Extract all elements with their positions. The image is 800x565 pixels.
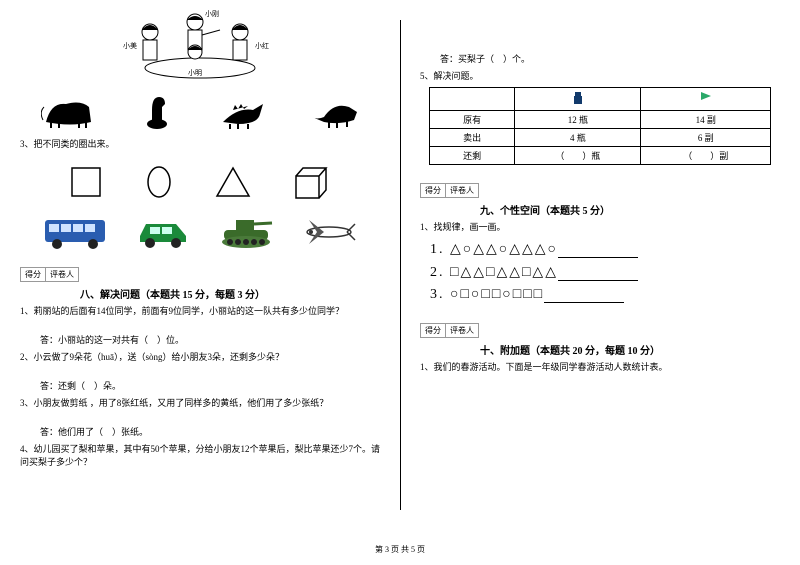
q10-1: 1、我们的春游活动。下面是一年级同学春游活动人数统计表。 <box>420 361 780 375</box>
pattern-1-blank[interactable] <box>558 244 638 258</box>
tbl-r3b: （ ）瓶 <box>515 147 641 165</box>
q8-1-ans: 答：小丽站的这一对共有（ ）位。 <box>40 334 380 348</box>
grader-label: 评卷人 <box>46 268 78 281</box>
bus-icon <box>41 214 111 250</box>
right-column: 答：买梨子（ ）个。 5、解决问题。 原有 12 瓶 14 副 卖出 4 瓶 6 <box>400 0 800 540</box>
cube-icon <box>291 164 331 200</box>
score-box-9: 得分 评卷人 <box>420 183 479 198</box>
section-8-title: 八、解决问题（本题共 15 分，每题 3 分） <box>80 286 380 301</box>
tank-icon <box>216 214 276 250</box>
q3-shapes-row <box>50 162 350 202</box>
section-9-title: 九、个性空间（本题共 5 分） <box>480 202 780 217</box>
tbl-r3c: （ ）副 <box>641 147 771 165</box>
tbl-h2 <box>515 88 641 111</box>
label-xiaoming: 小明 <box>188 68 202 77</box>
label-xiaogang: 小刚 <box>205 10 219 18</box>
q5-title: 5、解决问题。 <box>420 70 780 84</box>
tbl-h3 <box>641 88 771 111</box>
label-xiaomei: 小美 <box>123 41 137 50</box>
q8-2: 2、小云做了9朵花（huā），送（sòng）给小朋友3朵，还剩多少朵？ <box>20 351 380 365</box>
grader-label-9: 评卷人 <box>446 184 478 197</box>
score-label-9: 得分 <box>421 184 446 197</box>
tbl-r2a: 卖出 <box>430 129 515 147</box>
oval-icon <box>142 165 176 199</box>
pattern-3-blank[interactable] <box>544 289 624 303</box>
ink-bottle-icon <box>570 90 586 106</box>
tbl-r1b: 12 瓶 <box>515 111 641 129</box>
pattern-3: 3. ○□○□□○□□□ <box>430 287 780 303</box>
q8-2-ans: 答：还剩（ ）朵。 <box>40 380 380 394</box>
pattern-3-prefix: 3. ○□○□□○□□□ <box>430 287 544 302</box>
dino-2-icon <box>137 92 177 130</box>
pattern-2-blank[interactable] <box>558 267 638 281</box>
pattern-1-prefix: 1. △○△△○△△△○ <box>430 242 558 257</box>
kids-illustration: 小美 小刚 小明 小红 <box>20 10 380 82</box>
q3-title: 3、把不同类的圈出来。 <box>20 138 380 152</box>
car-icon <box>134 214 194 250</box>
q3-vehicles-row <box>30 212 370 252</box>
tbl-r2c: 6 副 <box>641 129 771 147</box>
q8-3-ans: 答：他们用了（ ）张纸。 <box>40 426 380 440</box>
score-label-10: 得分 <box>421 324 446 337</box>
score-box-8: 得分 评卷人 <box>20 267 79 282</box>
square-icon <box>69 165 103 199</box>
dino-4-icon <box>309 92 359 130</box>
q8-3: 3、小朋友做剪纸 ，用了8张红纸，又用了同样多的黄纸，他们用了多少张纸？ <box>20 397 380 411</box>
section-10-title: 十、附加题（本题共 20 分，每题 10 分） <box>480 342 780 357</box>
score-box-10: 得分 评卷人 <box>420 323 479 338</box>
dino-1-icon <box>41 92 96 130</box>
pattern-1: 1. △○△△○△△△○ <box>430 241 780 258</box>
tbl-r1a: 原有 <box>430 111 515 129</box>
tbl-r2b: 4 瓶 <box>515 129 641 147</box>
label-xiaohong: 小红 <box>255 41 269 50</box>
triangle-icon <box>214 165 252 199</box>
dinosaur-row <box>20 90 380 130</box>
page-footer: 第 3 页 共 5 页 <box>0 540 800 555</box>
flag-icon <box>698 90 714 106</box>
tbl-r3a: 还剩 <box>430 147 515 165</box>
plane-icon <box>299 214 359 250</box>
left-column: 小美 小刚 小明 小红 <box>0 0 400 540</box>
score-label: 得分 <box>21 268 46 281</box>
pattern-2-prefix: 2. □△△□△△□△△ <box>430 265 558 280</box>
q8-1: 1、莉丽站的后面有14位同学，前面有9位同学，小丽站的这一队共有多少位同学？ <box>20 305 380 319</box>
column-divider <box>400 20 401 510</box>
q9-1: 1、找规律，画一画。 <box>420 221 780 235</box>
q8-4: 4、幼儿园买了梨和苹果，其中有50个苹果，分给小朋友12个苹果后，梨比苹果还少7… <box>20 443 380 470</box>
pattern-2: 2. □△△□△△□△△ <box>430 264 780 281</box>
dino-3-icon <box>218 92 268 130</box>
grader-label-10: 评卷人 <box>446 324 478 337</box>
tbl-h1 <box>430 88 515 111</box>
q5-table: 原有 12 瓶 14 副 卖出 4 瓶 6 副 还剩 （ ）瓶 （ ）副 <box>429 87 771 165</box>
q4-ans: 答：买梨子（ ）个。 <box>440 53 780 67</box>
tbl-r1c: 14 副 <box>641 111 771 129</box>
